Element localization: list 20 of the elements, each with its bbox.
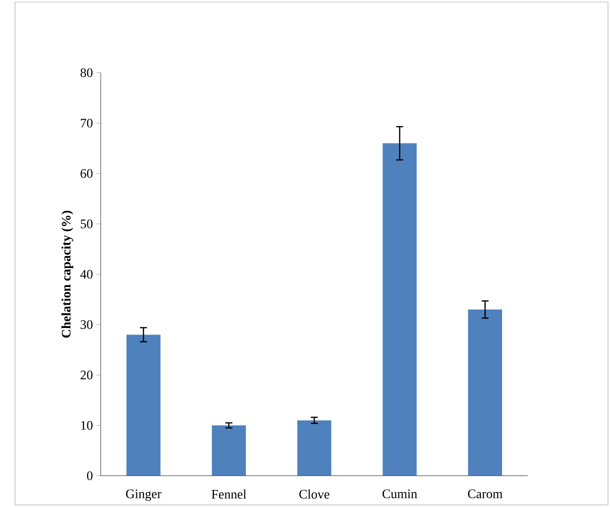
bar xyxy=(382,143,417,476)
y-tick-label: 40 xyxy=(80,270,93,279)
x-tick-label: Clove xyxy=(299,490,330,499)
x-tick-label: Cumin xyxy=(382,490,418,498)
x-tick-label: Ginger xyxy=(126,490,162,501)
y-tick-label: 70 xyxy=(80,118,93,128)
y-tick-label: 0 xyxy=(87,471,93,480)
x-tick-label: Fennel xyxy=(212,490,246,499)
bar xyxy=(297,420,332,476)
y-tick-label: 50 xyxy=(80,220,93,228)
y-tick-label: 80 xyxy=(80,68,93,78)
y-axis-title: Chelation capacity (%) xyxy=(61,210,74,338)
y-tick-label: 30 xyxy=(80,320,93,329)
bar xyxy=(468,310,502,476)
y-tick-label: 60 xyxy=(80,169,93,178)
x-tick-label: Carom xyxy=(468,490,502,498)
bar xyxy=(126,334,160,476)
bar xyxy=(212,425,246,476)
y-tick-label: 20 xyxy=(80,370,93,380)
y-tick-label: 10 xyxy=(81,421,93,430)
